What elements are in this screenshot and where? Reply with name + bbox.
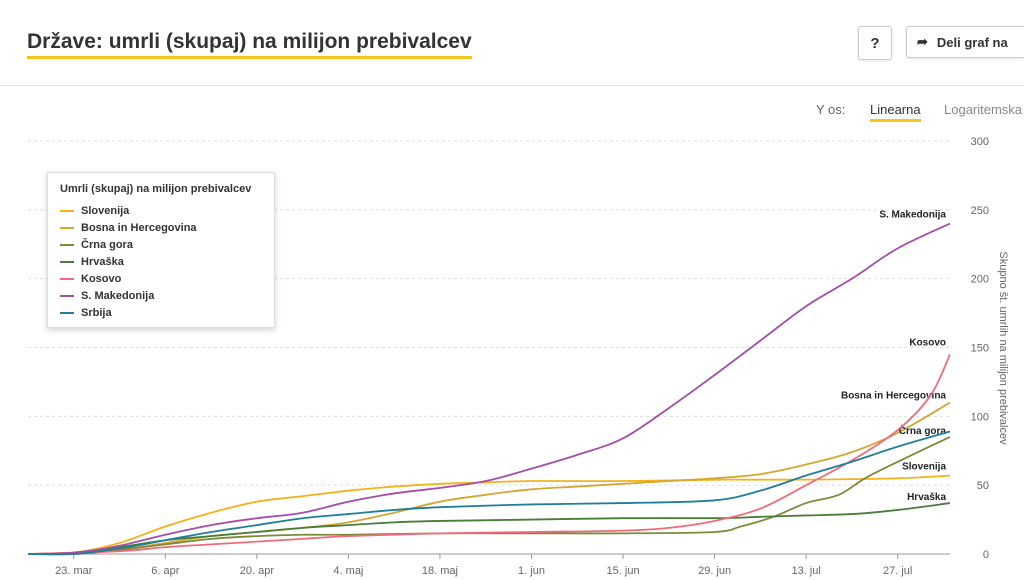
chart-legend: Umrli (skupaj) na milijon prebivalcev Sl… (47, 172, 275, 328)
series-end-label: Kosovo (909, 337, 946, 348)
series-line-1 (27, 401, 951, 555)
legend-swatch (60, 226, 74, 229)
legend-item-label: S. Makedonija (81, 289, 155, 302)
y-axis-option-log[interactable]: Logaritemska (944, 102, 1023, 117)
legend-item[interactable]: Kosovo (60, 270, 262, 287)
legend-item[interactable]: Črna gora (60, 236, 262, 253)
header-divider (0, 85, 1024, 86)
x-tick-label: 23. mar (55, 565, 93, 577)
legend-item-label: Hrvaška (81, 255, 124, 268)
legend-item[interactable]: Hrvaška (60, 253, 262, 270)
y-axis-option-linear[interactable]: Linearna (870, 102, 921, 122)
legend-swatch (60, 243, 74, 246)
x-tick-label: 20. apr (240, 565, 275, 577)
x-tick-label: 13. jul (791, 565, 820, 577)
x-tick-label: 15. jun (607, 565, 640, 577)
legend-swatch (60, 277, 74, 280)
legend-title: Umrli (skupaj) na milijon prebivalcev (60, 183, 252, 195)
series-line-0 (27, 474, 951, 555)
legend-item-label: Slovenija (81, 204, 130, 217)
series-line-6 (27, 430, 951, 556)
y-tick-label: 150 (971, 343, 989, 355)
legend-item[interactable]: Srbija (60, 304, 262, 321)
series-end-label: Črna gora (899, 424, 947, 437)
y-tick-label: 300 (971, 136, 989, 148)
share-button-label: Deli graf na (936, 34, 1008, 50)
legend-item-label: Črna gora (81, 238, 133, 251)
y-axis-label: Y os: (816, 102, 846, 117)
series-end-label: Slovenija (902, 462, 946, 473)
y-axis-title: Skupno št. umrlih na milijon prebivalcev (997, 251, 1009, 445)
series-line-2 (27, 436, 951, 556)
y-tick-label: 100 (971, 411, 989, 423)
y-tick-label: 50 (977, 480, 989, 492)
series-line-4 (27, 353, 951, 555)
x-tick-label: 18. maj (422, 565, 458, 577)
legend-item-label: Kosovo (81, 272, 122, 285)
x-tick-label: 4. maj (333, 565, 363, 577)
y-tick-label: 200 (971, 274, 989, 286)
share-arrow-icon: ➦ (917, 34, 928, 49)
legend-item[interactable]: S. Makedonija (60, 287, 262, 304)
x-tick-label: 1. jun (518, 565, 545, 577)
x-tick-label: 6. apr (151, 565, 179, 577)
series-end-label: Bosna in Hercegovina (841, 391, 946, 402)
legend-swatch (60, 260, 74, 263)
legend-swatch (60, 209, 74, 212)
series-end-label: Hrvaška (907, 492, 946, 503)
legend-swatch (60, 311, 74, 314)
legend-swatch (60, 294, 74, 297)
share-button[interactable]: ➦ Deli graf na (906, 26, 1024, 58)
y-tick-label: 250 (971, 205, 989, 217)
x-tick-label: 29. jun (698, 565, 731, 577)
series-end-label: S. Makedonija (879, 210, 946, 221)
x-tick-label: 27. jul (883, 565, 912, 577)
legend-item[interactable]: Slovenija (60, 202, 262, 219)
legend-item[interactable]: Bosna in Hercegovina (60, 219, 262, 236)
legend-item-label: Bosna in Hercegovina (81, 221, 197, 234)
help-button[interactable]: ? (858, 26, 892, 60)
legend-item-label: Srbija (81, 306, 112, 319)
series-line-5 (27, 222, 951, 555)
y-tick-label: 0 (983, 549, 989, 561)
page-title: Države: umrli (skupaj) na milijon prebiv… (27, 30, 472, 59)
